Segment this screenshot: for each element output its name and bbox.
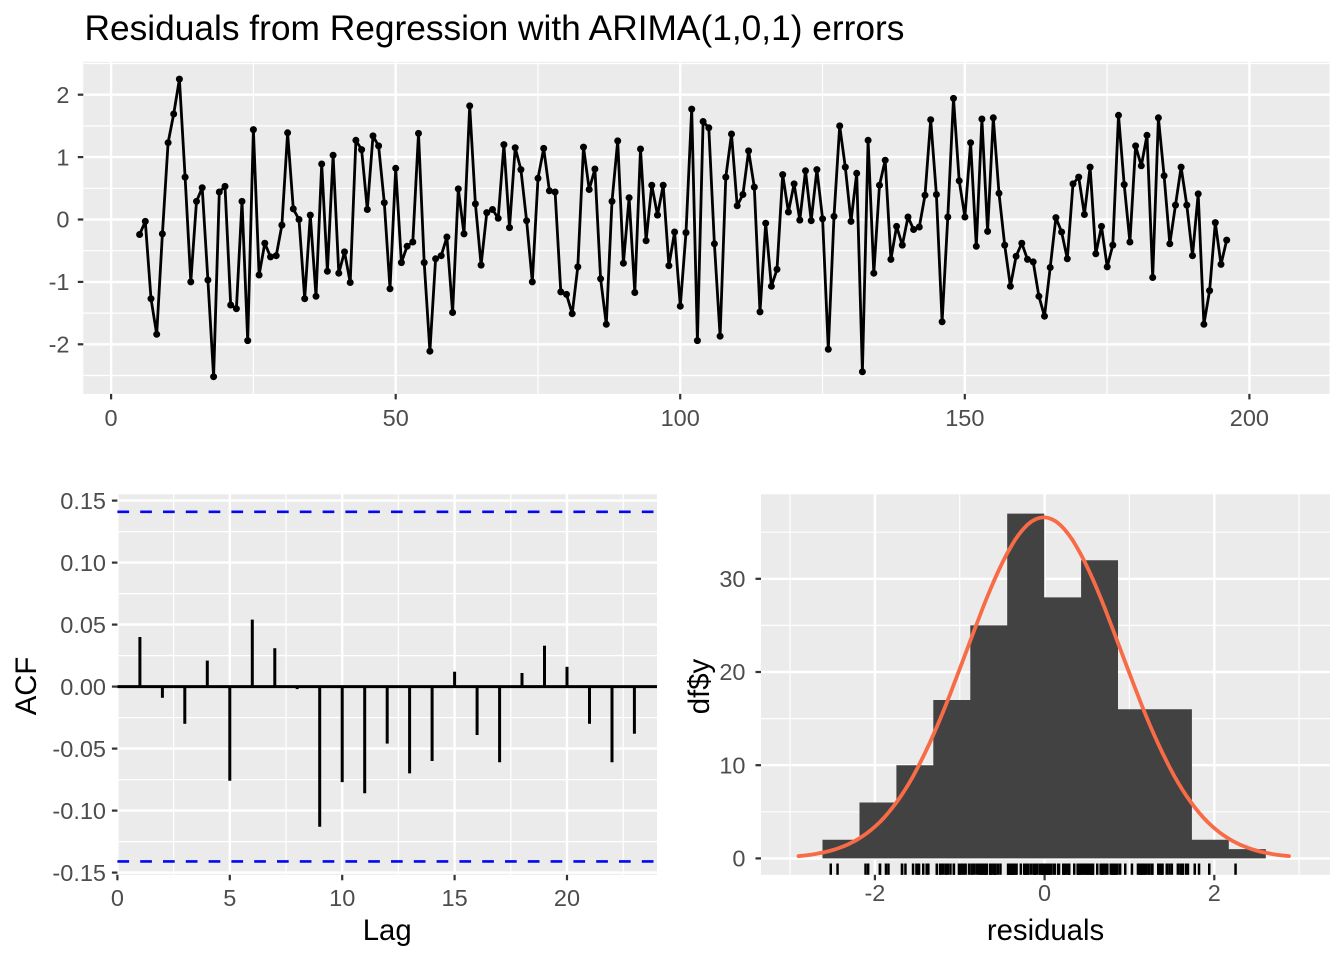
svg-text:0: 0	[105, 405, 118, 431]
svg-text:15: 15	[442, 885, 468, 911]
svg-text:-0.10: -0.10	[52, 798, 106, 824]
svg-text:-1: -1	[49, 269, 70, 295]
svg-text:100: 100	[661, 405, 700, 431]
svg-text:Lag: Lag	[363, 914, 412, 947]
svg-text:0: 0	[111, 885, 124, 911]
svg-text:10: 10	[329, 885, 355, 911]
svg-text:0: 0	[732, 846, 745, 872]
svg-text:ACF: ACF	[10, 657, 43, 716]
svg-text:2: 2	[1208, 880, 1221, 906]
svg-text:30: 30	[719, 566, 745, 592]
svg-text:residuals: residuals	[987, 914, 1104, 947]
svg-text:-0.05: -0.05	[52, 736, 106, 762]
svg-text:2: 2	[56, 82, 69, 108]
svg-text:-2: -2	[49, 332, 70, 358]
svg-text:df$y: df$y	[683, 658, 716, 714]
svg-text:0: 0	[1038, 880, 1051, 906]
svg-text:0.05: 0.05	[60, 612, 106, 638]
svg-text:150: 150	[945, 405, 984, 431]
svg-text:200: 200	[1230, 405, 1269, 431]
svg-text:0.15: 0.15	[60, 488, 106, 514]
svg-text:-2: -2	[864, 880, 885, 906]
svg-text:10: 10	[719, 752, 745, 778]
svg-text:0: 0	[56, 207, 69, 233]
svg-text:20: 20	[554, 885, 580, 911]
svg-text:0.10: 0.10	[60, 550, 106, 576]
svg-text:1: 1	[56, 144, 69, 170]
svg-text:50: 50	[383, 405, 409, 431]
svg-text:Residuals from Regression with: Residuals from Regression with ARIMA(1,0…	[85, 9, 905, 48]
svg-text:-0.15: -0.15	[52, 860, 106, 886]
svg-text:0.00: 0.00	[60, 674, 106, 700]
svg-text:5: 5	[223, 885, 236, 911]
svg-text:20: 20	[719, 659, 745, 685]
